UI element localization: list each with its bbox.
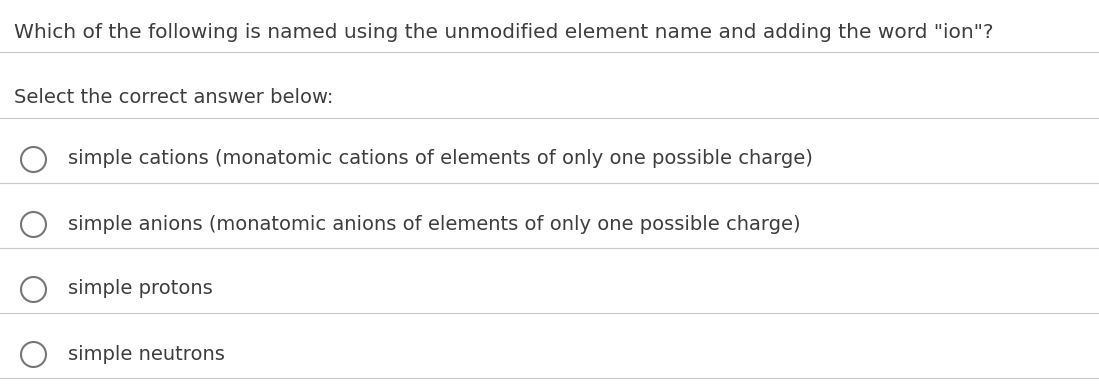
Text: Which of the following is named using the unmodified element name and adding the: Which of the following is named using th… xyxy=(14,23,993,42)
Text: simple anions (monatomic anions of elements of only one possible charge): simple anions (monatomic anions of eleme… xyxy=(68,214,801,233)
Text: Select the correct answer below:: Select the correct answer below: xyxy=(14,88,333,107)
Text: simple cations (monatomic cations of elements of only one possible charge): simple cations (monatomic cations of ele… xyxy=(68,149,813,168)
Text: simple neutrons: simple neutrons xyxy=(68,344,225,363)
Text: simple protons: simple protons xyxy=(68,279,213,298)
